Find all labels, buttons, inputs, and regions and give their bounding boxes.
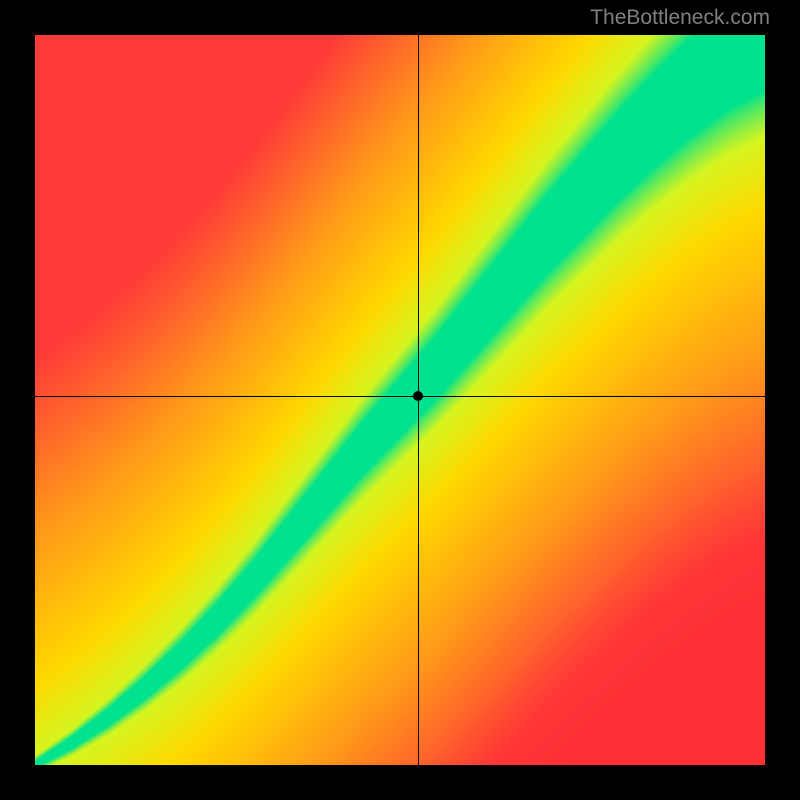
bottleneck-heatmap	[35, 35, 765, 765]
watermark-text: TheBottleneck.com	[590, 6, 770, 30]
heatmap-canvas	[35, 35, 765, 765]
